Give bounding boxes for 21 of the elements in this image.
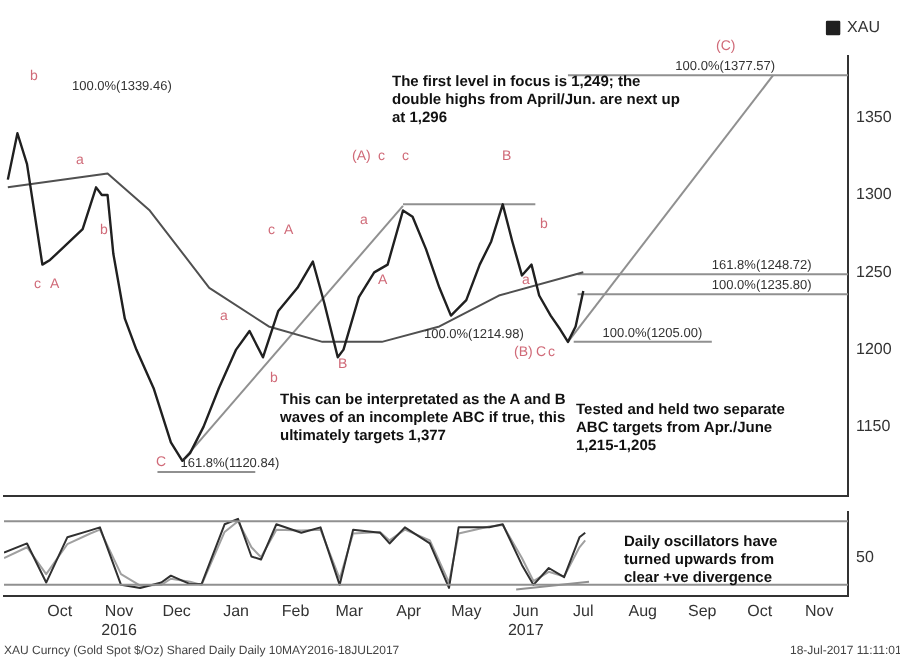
x-tick-label: Oct (47, 601, 74, 620)
x-tick-label: Jan (223, 601, 250, 620)
x-tick-label: May (451, 601, 482, 620)
x-tick-label: Nov 2016 (101, 601, 138, 639)
y-tick-label: 1250 (856, 262, 893, 281)
y-tick-label: 1200 (856, 340, 893, 359)
x-tick-label: Feb (281, 601, 311, 620)
text: 50 (856, 548, 874, 566)
x-tick-label: Nov (804, 601, 834, 620)
x-tick-label: Dec (162, 601, 191, 620)
x-tick-label: Sep (687, 601, 718, 620)
x-tick-label: Apr (396, 601, 422, 620)
y-tick-label: 1300 (856, 185, 893, 204)
x-tick-label: Jun 2017 (507, 601, 545, 639)
x-tick-label: Mar (335, 601, 364, 620)
legend-label: XAU (847, 18, 881, 37)
x-tick-label: Aug (628, 601, 657, 620)
x-tick-label: Jul (573, 601, 594, 620)
x-tick-label: Oct (747, 601, 774, 620)
y-tick-label: 1350 (856, 108, 893, 127)
y-tick-label: 1150 (856, 417, 892, 436)
